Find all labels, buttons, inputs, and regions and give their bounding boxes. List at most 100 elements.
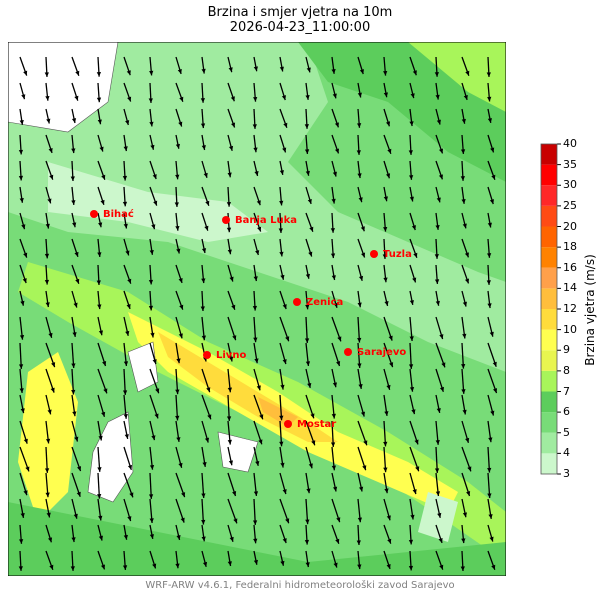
colorbar-bin <box>541 144 557 165</box>
colorbar-bin <box>541 267 557 289</box>
wind-arrow <box>305 264 311 279</box>
wind-arrow <box>253 56 258 72</box>
wind-arrow <box>175 342 181 364</box>
wind-arrow <box>149 212 156 230</box>
colorbar-tick-label: 16 <box>563 260 577 274</box>
wind-arrow <box>71 394 77 417</box>
wind-arrow <box>149 446 155 470</box>
wind-arrow <box>96 56 102 77</box>
wind-arrow <box>227 550 232 567</box>
wind-arrow <box>253 394 264 420</box>
wind-arrow <box>383 368 391 390</box>
wind-arrow <box>461 264 470 284</box>
wind-arrow <box>253 264 258 282</box>
wind-arrow <box>18 134 24 155</box>
wind-arrow <box>123 316 130 336</box>
wind-arrow <box>201 472 206 499</box>
colorbar-bin <box>541 164 557 186</box>
wind-arrow <box>435 108 441 125</box>
wind-arrow <box>279 186 284 206</box>
wind-arrow <box>305 212 314 232</box>
wind-arrow <box>331 160 337 177</box>
map-title: Brzina i smjer vjetra na 10m <box>207 5 393 20</box>
colorbar-tick-label: 7 <box>563 384 570 398</box>
wind-arrow <box>382 238 387 259</box>
wind-arrow <box>460 160 465 181</box>
wind-arrow <box>44 56 49 77</box>
wind-arrow <box>149 550 157 569</box>
colorbar-tick-label: 20 <box>563 219 577 233</box>
wind-arrow <box>383 186 388 202</box>
wind-arrow <box>409 368 415 392</box>
wind-arrow <box>71 446 82 472</box>
wind-arrow <box>253 550 259 565</box>
city-marker: Tuzla <box>370 249 412 260</box>
wind-arrow <box>461 524 466 544</box>
wind-arrow <box>123 472 134 498</box>
wind-arrow <box>71 342 76 369</box>
wind-arrow <box>383 472 389 494</box>
wind-arrow <box>45 524 53 543</box>
wind-arrow <box>279 290 287 310</box>
wind-arrow <box>200 82 205 103</box>
wind-arrow <box>149 108 154 127</box>
wind-arrow <box>252 108 257 129</box>
wind-arrow <box>148 264 154 285</box>
wind-arrow <box>71 316 77 337</box>
wind-arrow <box>123 394 128 419</box>
wind-arrow <box>487 134 495 153</box>
wind-arrow <box>487 290 492 309</box>
wind-arrow <box>435 472 441 497</box>
wind-arrow <box>148 82 153 103</box>
wind-arrow <box>357 186 363 203</box>
wind-arrow <box>19 446 30 472</box>
city-marker: Banja Luka <box>222 215 297 226</box>
wind-arrow <box>175 472 186 498</box>
wind-arrow <box>19 472 28 496</box>
wind-arrow <box>331 342 341 367</box>
wind-arrow <box>149 342 157 365</box>
colorbar-tick-label: 6 <box>563 405 570 419</box>
wind-arrow <box>304 524 310 545</box>
wind-arrow <box>305 290 310 310</box>
calm-region <box>8 42 118 132</box>
wind-arrow <box>383 160 391 179</box>
wind-arrow <box>19 316 25 340</box>
wind-arrow <box>149 420 156 441</box>
wind-arrow <box>175 264 183 284</box>
wind-arrow <box>487 342 497 367</box>
wind-arrow <box>174 186 179 207</box>
wind-arrow <box>45 316 53 338</box>
colorbar-bin <box>541 205 557 227</box>
wind-arrow <box>201 264 206 284</box>
wind-arrow <box>409 264 417 283</box>
wind-arrow <box>461 212 467 229</box>
wind-arrow <box>408 524 414 545</box>
city-label: Banja Luka <box>235 215 297 226</box>
colorbar-bin <box>541 432 557 454</box>
wind-arrow <box>331 186 336 204</box>
wind-arrow <box>122 160 128 181</box>
wind-arrow <box>305 342 311 367</box>
wind-arrow <box>383 498 391 521</box>
colorbar-tick-label: 9 <box>563 343 570 357</box>
wind-arrow <box>305 498 310 525</box>
wind-arrow <box>357 342 362 369</box>
wind-arrow <box>123 56 131 76</box>
wind-arrow <box>175 550 180 569</box>
wind-arrow <box>45 498 51 518</box>
wind-arrow <box>201 524 206 542</box>
wind-arrow <box>253 160 259 177</box>
wind-arrow <box>252 498 258 525</box>
wind-arrow <box>175 368 180 395</box>
wind-arrow <box>175 56 182 75</box>
colorbar-tick-label: 10 <box>563 322 577 336</box>
wind-arrow <box>331 498 341 523</box>
wind-map: Bihać Banja Luka Tuzla Zenica Livno Sarajevo M… <box>8 42 506 576</box>
wind-arrow <box>461 368 466 394</box>
wind-arrow <box>175 316 183 339</box>
wind-arrow <box>357 472 364 492</box>
wind-arrow <box>19 212 26 230</box>
wind-arrow <box>357 238 366 258</box>
wind-arrow <box>434 264 440 284</box>
